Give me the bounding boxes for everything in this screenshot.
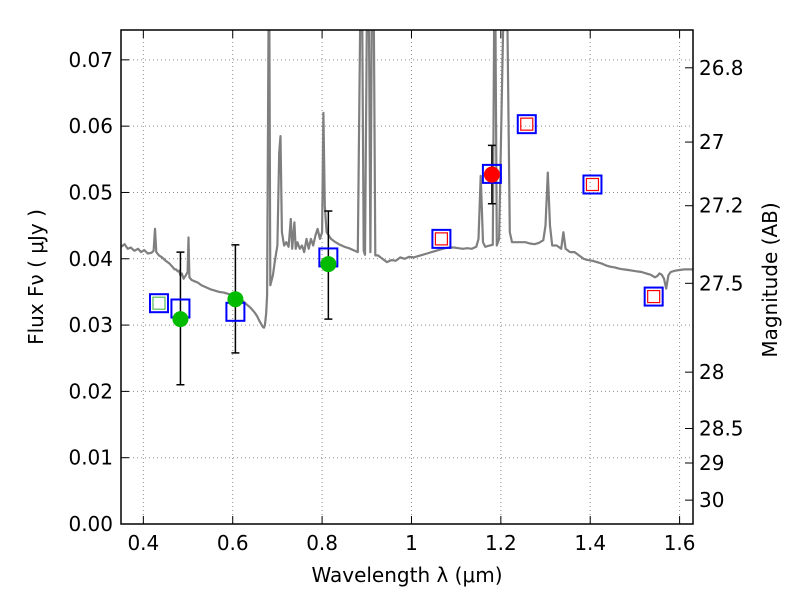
- magnitude-tick-label: 27.2: [699, 194, 744, 218]
- model-square-marker: [516, 114, 537, 135]
- y-axis-title-right: Magnitude (AB): [758, 202, 782, 357]
- y-tick-label: 0.00: [68, 512, 113, 536]
- detection-marker: [483, 166, 500, 183]
- tick-marks: [121, 30, 693, 525]
- x-tick-label: 1.4: [574, 531, 606, 555]
- magnitude-tick-label: 27: [699, 130, 724, 154]
- magnitude-tick-label: 30: [699, 488, 724, 512]
- y-tick-label: 0.06: [68, 114, 113, 138]
- model-square-marker: [481, 163, 502, 184]
- magnitude-tick-label: 28.5: [699, 417, 744, 441]
- x-tick-label: 1: [405, 531, 418, 555]
- detection-marker: [172, 311, 189, 328]
- y-tick-label: 0.04: [68, 247, 113, 271]
- y-tick-label: 0.03: [68, 313, 113, 337]
- model-square-marker: [643, 286, 664, 307]
- y-tick-label: 0.02: [68, 379, 113, 403]
- inner-square-marker: [152, 296, 166, 310]
- model-square-marker: [582, 174, 603, 195]
- x-axis-title: Wavelength λ (μm): [311, 563, 502, 587]
- y-axis-title-left: Flux Fν ( μJy ): [24, 209, 48, 345]
- model-square-marker: [431, 228, 452, 249]
- magnitude-tick-label: 28: [699, 360, 724, 384]
- detection-marker: [320, 256, 337, 273]
- tick-labels: 0.4 0.6 0.8 1 1.2 1.4 1.6 0.00 0.01 0.02 0.03 0.04 0…: [68, 48, 743, 555]
- inner-square-marker: [434, 232, 449, 246]
- y-tick-label: 0.05: [68, 180, 113, 204]
- magnitude-tick-label: 26.8: [699, 56, 744, 80]
- x-tick-label: 0.4: [127, 531, 159, 555]
- inner-square-marker: [647, 289, 661, 304]
- y-tick-label: 0.01: [68, 446, 113, 470]
- x-tick-label: 0.6: [217, 531, 249, 555]
- x-tick-label: 0.8: [306, 531, 338, 555]
- detection-marker: [227, 291, 244, 308]
- model-square-marker: [148, 293, 169, 314]
- magnitude-tick-label: 27.5: [699, 271, 744, 295]
- x-tick-label: 1.6: [664, 531, 696, 555]
- inner-square-marker: [520, 117, 534, 131]
- y-tick-label: 0.07: [68, 48, 113, 72]
- inner-square-marker: [585, 177, 600, 192]
- plot-frame: [120, 29, 694, 525]
- plot-area: [121, 30, 693, 386]
- x-tick-label: 1.2: [485, 531, 517, 555]
- spectrum-line: [121, 30, 693, 329]
- magnitude-tick-label: 29: [699, 451, 724, 475]
